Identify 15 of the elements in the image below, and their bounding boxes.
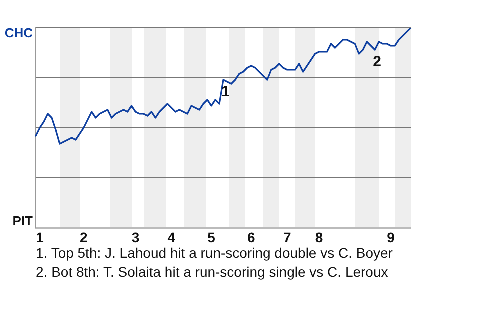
x-tick-label: 3	[132, 229, 140, 246]
x-tick-label: 6	[248, 229, 256, 246]
text: 1. Top 5th: J. Lahoud hit a run-scoring double vs C. Boyer	[36, 244, 393, 263]
x-tick-label: 5	[208, 229, 216, 246]
x-tick-label: 8	[315, 229, 324, 246]
x-tick-label: 4	[168, 229, 176, 246]
x-tick-label: 7	[283, 229, 292, 246]
x-tick-label: 1	[36, 229, 44, 246]
annotation: 2	[373, 54, 382, 71]
text: PIT	[12, 214, 34, 229]
annotation: 1	[222, 84, 230, 101]
x-tick-label: 2	[80, 229, 88, 246]
text: 2. Bot 8th: T. Solaita hit a run-scoring single vs C. Leroux	[36, 263, 390, 282]
x-tick-label: 9	[387, 229, 396, 246]
text: CHC	[4, 26, 34, 41]
